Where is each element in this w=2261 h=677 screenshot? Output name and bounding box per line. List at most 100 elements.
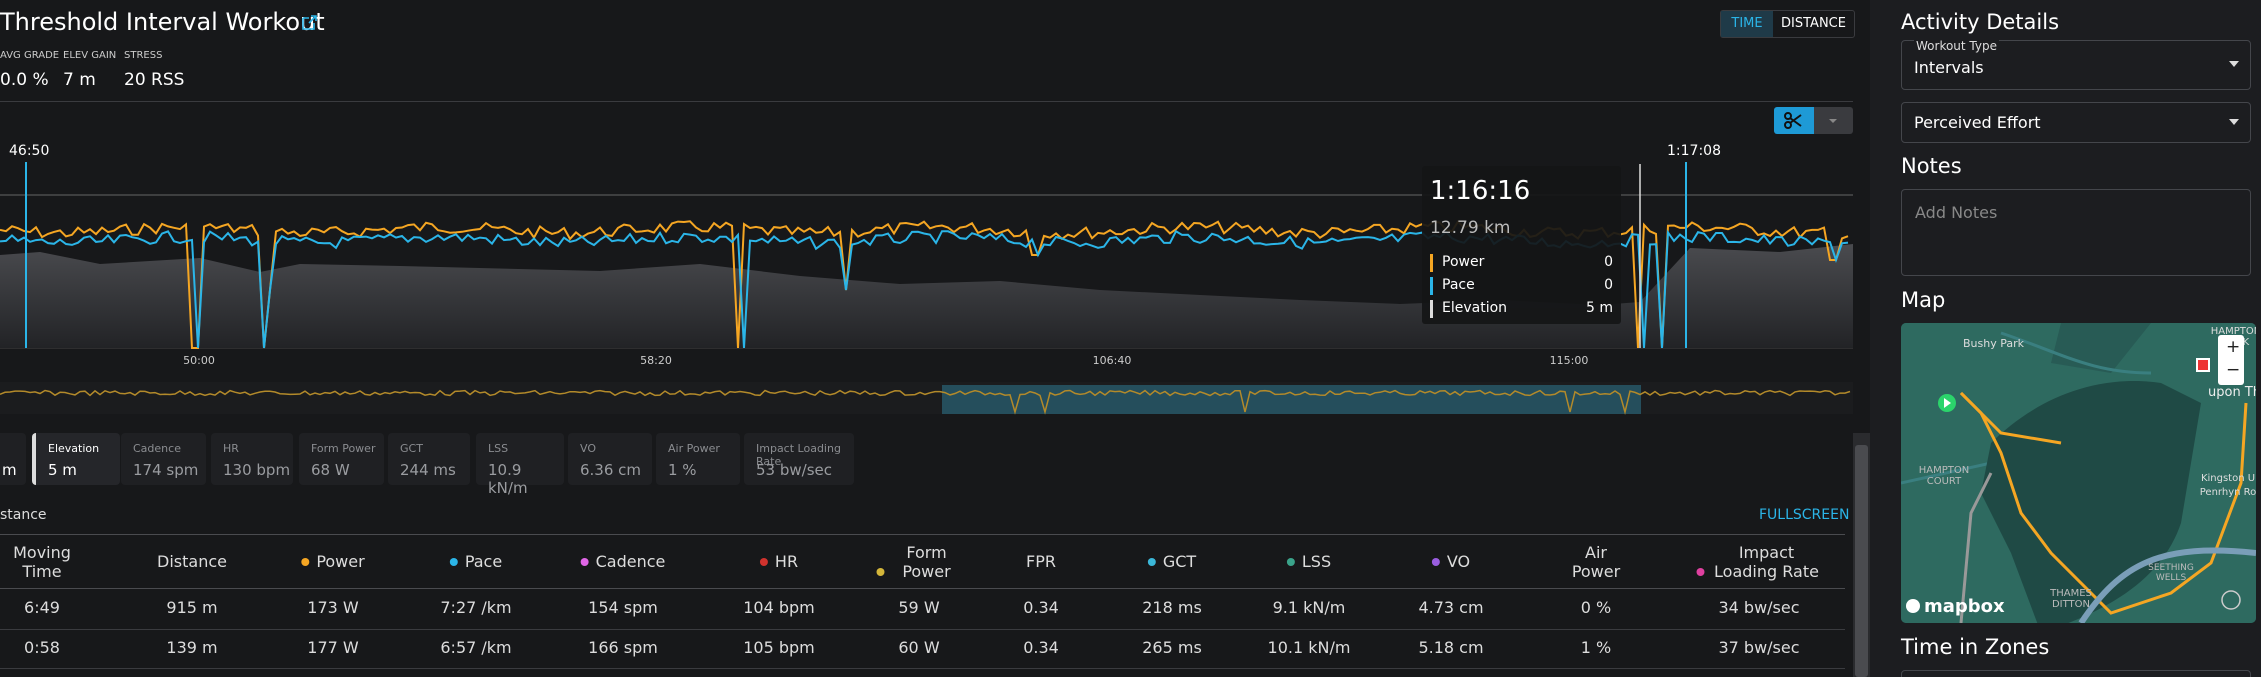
table-cell: 5.18 cm <box>1418 638 1484 657</box>
header-text: LSS <box>1301 552 1332 571</box>
table-cell: 139 m <box>166 638 218 657</box>
header-text: Cadence <box>595 552 666 571</box>
x-tick-label: 58:20 <box>640 354 672 367</box>
legend-dot <box>449 558 458 566</box>
metric-card[interactable]: m <box>0 433 26 485</box>
metric-value: 1 % <box>668 461 697 479</box>
column-header[interactable]: Cadence <box>580 552 666 571</box>
metric-value: 6.36 cm <box>580 461 642 479</box>
column-header[interactable]: Air Power <box>1561 543 1631 581</box>
column-header[interactable]: GCT <box>1147 552 1197 571</box>
legend-swatch <box>1430 300 1433 318</box>
metric-value: 10.9 kN/m <box>488 461 528 497</box>
column-header[interactable]: Form Power <box>876 543 962 581</box>
legend-dot <box>876 568 885 576</box>
toggle-option[interactable]: TIME <box>1721 11 1773 37</box>
legend-dot <box>1147 558 1156 566</box>
tooltip-time: 1:16:16 <box>1430 176 1531 206</box>
crop-dropdown[interactable] <box>1814 107 1853 134</box>
stat-value: 0.0 % <box>0 70 49 90</box>
metric-card[interactable]: Cadence 174 spm <box>121 433 206 485</box>
table-cell: 265 ms <box>1142 638 1202 657</box>
stat-value: 20 RSS <box>124 70 185 90</box>
column-header[interactable]: Distance <box>157 552 227 571</box>
column-header[interactable]: Impact Loading Rate <box>1696 543 1822 581</box>
column-header[interactable]: HR <box>759 552 799 571</box>
tooltip-value: 0 <box>1604 277 1613 293</box>
metric-value: 174 spm <box>133 461 199 479</box>
sidebar: Activity Details Workout Type Intervals … <box>1870 0 2261 677</box>
column-header[interactable]: Moving Time <box>7 543 77 581</box>
table-cell: 37 bw/sec <box>1718 638 1800 657</box>
table-cell: 6:57 /km <box>440 638 512 657</box>
metric-value: 68 W <box>311 461 350 479</box>
metric-value: 244 ms <box>400 461 456 479</box>
table-cell: 34 bw/sec <box>1718 598 1800 617</box>
metric-label: Form Power <box>311 442 376 455</box>
metric-value: m <box>2 461 17 479</box>
column-header[interactable]: LSS <box>1286 552 1332 571</box>
header-text: VO <box>1446 552 1471 571</box>
map-label: Penrhyn Ro <box>2199 487 2256 498</box>
stat-label: ELEV GAIN <box>63 50 117 61</box>
unit-toggle: TIME DISTANCE <box>1720 10 1855 38</box>
map[interactable]: Bushy ParkHAMPTON WICKupon TharHAMPTON C… <box>1901 323 2256 623</box>
tooltip-label: Pace <box>1442 277 1475 293</box>
table-cell: 173 W <box>307 598 359 617</box>
metric-card[interactable]: Elevation 5 m <box>32 433 120 485</box>
metric-label: GCT <box>400 442 423 455</box>
workout-title: Threshold Interval Workout <box>0 8 325 36</box>
tooltip-label: Elevation <box>1442 300 1508 316</box>
table-cell: 104 bpm <box>743 598 815 617</box>
column-header[interactable]: VO <box>1431 552 1471 571</box>
perceived-effort-select[interactable]: Perceived Effort <box>1901 102 2251 143</box>
table-cell: 59 W <box>898 598 940 617</box>
header-text: GCT <box>1162 552 1197 571</box>
header-text: HR <box>774 552 799 571</box>
table-cell: 1 % <box>1580 638 1612 657</box>
metric-card[interactable]: Air Power 1 % <box>656 433 740 485</box>
metric-card[interactable]: GCT 244 ms <box>388 433 470 485</box>
zoom-controls: + − <box>2218 335 2244 385</box>
table-cell: 0 % <box>1580 598 1612 617</box>
notes-input[interactable]: Add Notes <box>1901 189 2251 276</box>
table-cell: 0.34 <box>1023 598 1059 617</box>
header-text: Pace <box>464 552 503 571</box>
fullscreen-button[interactable]: FULLSCREEN <box>1759 507 1850 523</box>
table-cell: 0.34 <box>1023 638 1059 657</box>
metric-label: Elevation <box>48 442 100 455</box>
map-label: SEETHING WELLS <box>2148 563 2194 583</box>
column-header[interactable]: Pace <box>449 552 503 571</box>
column-header[interactable]: FPR <box>1026 552 1056 571</box>
metric-card[interactable]: VO 6.36 cm <box>568 433 652 485</box>
header-text: Form Power <box>902 543 951 581</box>
legend-dot <box>759 558 768 566</box>
stat-value: 7 m <box>63 70 96 90</box>
column-header[interactable]: Power <box>301 552 365 571</box>
table-cell: 166 spm <box>588 638 658 657</box>
table-cell: 7:27 /km <box>440 598 512 617</box>
placeholder: Add Notes <box>1915 203 1998 222</box>
metric-value: 130 bpm <box>223 461 291 479</box>
zoom-out[interactable]: − <box>2226 360 2241 380</box>
crop-button[interactable] <box>1774 107 1814 134</box>
external-link-icon[interactable] <box>300 14 318 32</box>
sidebar-title: Activity Details <box>1901 10 2060 34</box>
toggle-option[interactable]: DISTANCE <box>1781 16 1846 31</box>
legend-dot <box>301 558 310 566</box>
range-start: 46:50 <box>9 143 50 159</box>
metric-card[interactable]: HR 130 bpm <box>211 433 293 485</box>
metric-card[interactable]: LSS 10.9 kN/m <box>476 433 564 497</box>
stat-label: STRESS <box>124 50 163 61</box>
metric-card[interactable]: Form Power 68 W <box>299 433 384 485</box>
metric-value: 5 m <box>48 461 77 479</box>
metric-card[interactable]: Impact Loading Rate 53 bw/sec <box>744 433 854 485</box>
zoom-in[interactable]: + <box>2226 337 2241 357</box>
stat-label: AVG GRADE <box>0 50 60 61</box>
zones-title: Time in Zones <box>1901 635 2050 659</box>
scrollbar <box>1853 433 1870 677</box>
metric-label: VO <box>580 442 596 455</box>
workout-type-select[interactable]: Workout Type Intervals <box>1901 39 2251 90</box>
zones-box <box>1901 670 2251 677</box>
